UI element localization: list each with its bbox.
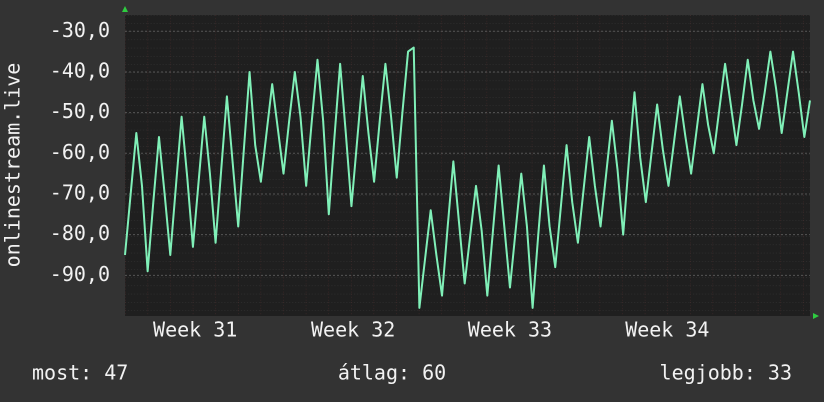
y-tick-label: -50,0 — [50, 99, 110, 123]
x-tick-label: Week 31 — [153, 318, 237, 342]
stat: átlag: 60 — [338, 361, 446, 385]
axis-arrow — [122, 6, 128, 12]
axis-arrow — [813, 313, 819, 319]
y-tick-label: -40,0 — [50, 58, 110, 82]
y-tick-label: -90,0 — [50, 262, 110, 286]
y-tick-label: -70,0 — [50, 180, 110, 204]
x-tick-label: Week 32 — [311, 318, 395, 342]
data-line — [124, 46, 811, 309]
stat: legjobb: 33 — [660, 361, 792, 385]
x-tick-label: Week 33 — [468, 318, 552, 342]
y-axis-label: onlinestream.live — [1, 63, 25, 268]
stat: most: 47 — [32, 361, 128, 385]
y-tick-label: -80,0 — [50, 221, 110, 245]
minor-grid — [125, 15, 810, 316]
y-tick-label: -60,0 — [50, 140, 110, 164]
y-tick-label: -30,0 — [50, 18, 110, 42]
x-tick-label: Week 34 — [625, 318, 709, 342]
